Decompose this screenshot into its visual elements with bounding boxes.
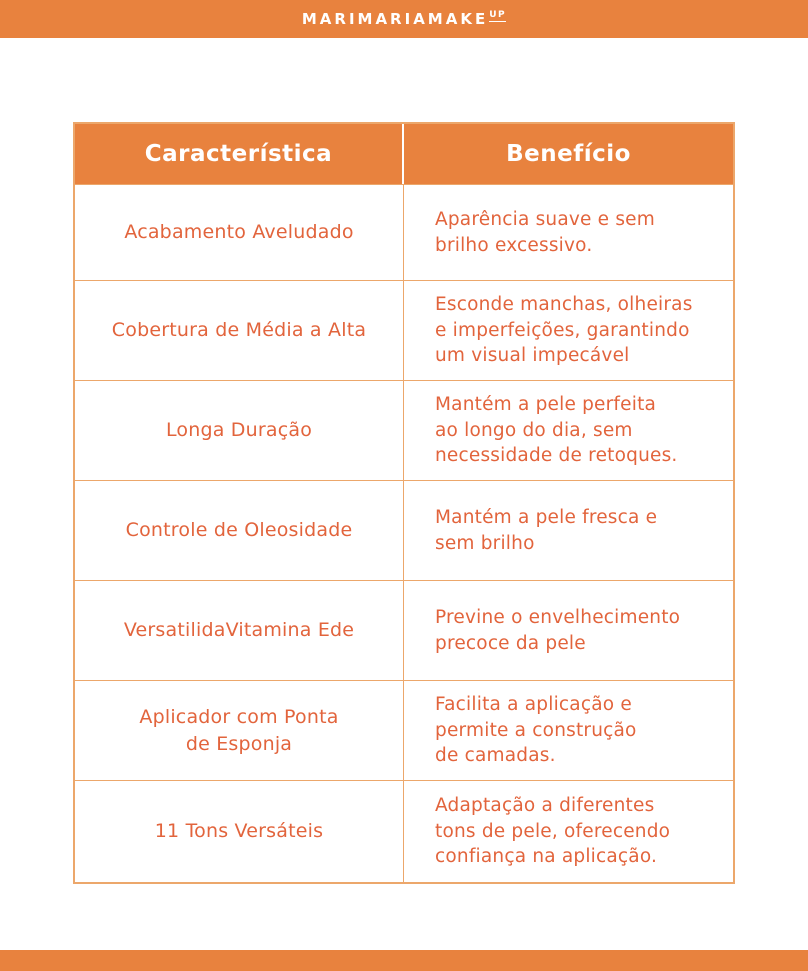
top-brand-bar: MARIMARIAMAKE UP xyxy=(0,0,808,38)
benefit-cell: Adaptação a diferentes tons de pele, ofe… xyxy=(435,795,671,868)
table-row: VersatilidaVitamina Ede Previne o envelh… xyxy=(75,580,733,680)
column-header-caracteristica: Característica xyxy=(75,124,404,184)
brand-logo: MARIMARIAMAKE UP xyxy=(301,9,507,28)
benefit-cell: Facilita a aplicação e permite a constru… xyxy=(435,694,637,767)
brand-logo-up-superscript: UP xyxy=(489,9,507,22)
feature-cell: Controle de Oleosidade xyxy=(75,481,404,580)
feature-cell: Acabamento Aveludado xyxy=(75,185,404,280)
table-row: Controle de Oleosidade Mantém a pele fre… xyxy=(75,480,733,580)
feature-cell: Cobertura de Média a Alta xyxy=(75,281,404,380)
feature-cell: Longa Duração xyxy=(75,381,404,480)
feature-cell: VersatilidaVitamina Ede xyxy=(75,581,404,680)
table-row: Acabamento Aveludado Aparência suave e s… xyxy=(75,184,733,280)
table-header-row: Característica Benefício xyxy=(75,124,733,184)
benefit-cell: Aparência suave e sem brilho excessivo. xyxy=(435,208,655,256)
benefit-cell: Previne o envelhecimento precoce da pele xyxy=(435,606,681,654)
table-row: Cobertura de Média a Alta Esconde mancha… xyxy=(75,280,733,380)
table-row: Longa Duração Mantém a pele perfeita ao … xyxy=(75,380,733,480)
feature-benefit-table: Característica Benefício Acabamento Avel… xyxy=(73,122,735,884)
benefit-cell: Mantém a pele perfeita ao longo do dia, … xyxy=(435,394,678,467)
table-row: 11 Tons Versáteis Adaptação a diferentes… xyxy=(75,780,733,882)
brand-logo-text: MARIMARIAMAKE xyxy=(301,9,489,28)
feature-cell: 11 Tons Versáteis xyxy=(75,781,404,882)
feature-cell: Aplicador com Ponta de Esponja xyxy=(75,681,404,780)
table-row: Aplicador com Ponta de Esponja Facilita … xyxy=(75,680,733,780)
benefit-cell: Esconde manchas, olheiras e imperfeições… xyxy=(435,294,693,367)
bottom-brand-bar xyxy=(0,950,808,971)
column-header-beneficio: Benefício xyxy=(506,141,631,167)
benefit-cell: Mantém a pele fresca e sem brilho xyxy=(435,506,658,554)
